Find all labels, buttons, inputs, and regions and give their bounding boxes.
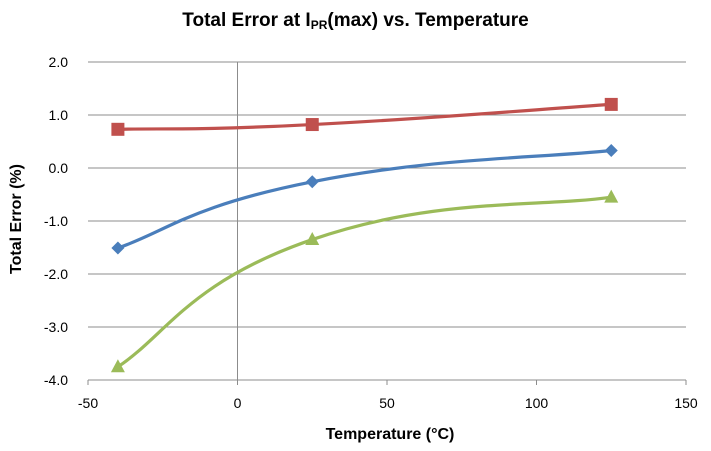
series-line xyxy=(116,148,613,250)
series-line xyxy=(116,195,613,369)
x-tick-label: 100 xyxy=(525,395,549,411)
series-line xyxy=(116,102,613,131)
data-point-square xyxy=(305,118,319,132)
x-tick-label: 150 xyxy=(674,395,698,411)
data-point-square xyxy=(111,122,125,136)
y-tick-label: 0.0 xyxy=(49,160,69,176)
x-tick-label: -50 xyxy=(78,395,98,411)
x-axis-label: Temperature (°C) xyxy=(325,426,455,443)
y-tick-label: -2.0 xyxy=(44,266,68,282)
chart-title-subscript: PR xyxy=(310,18,328,32)
y-tick-label: -1.0 xyxy=(44,213,68,229)
axes xyxy=(87,62,687,385)
data-point-diamond xyxy=(604,144,618,158)
y-tick-label: 2.0 xyxy=(49,54,69,70)
data-point-triangle xyxy=(305,232,320,246)
series-markers xyxy=(110,97,619,373)
x-tick-label: 0 xyxy=(234,395,242,411)
data-point-triangle xyxy=(604,189,619,203)
y-tick-label: 1.0 xyxy=(49,107,69,123)
chart-title-text: Total Error at I xyxy=(182,10,311,31)
data-point-triangle xyxy=(110,359,125,373)
y-tick-label: -4.0 xyxy=(44,372,68,388)
tick-labels: 2.0 1.0 0.0 -1.0 -2.0 -3.0 -4.0 -50 0 50 100 150 xyxy=(44,54,698,411)
data-point-diamond xyxy=(305,175,319,189)
chart-title: Total Error at IPR(max) vs. Temperature xyxy=(0,10,711,32)
x-tick-label: 50 xyxy=(379,395,395,411)
y-tick-label: -3.0 xyxy=(44,319,68,335)
data-point-diamond xyxy=(111,241,125,255)
data-point-square xyxy=(604,97,618,111)
y-axis-label: Total Error (%) xyxy=(8,164,25,274)
chart-title-suffix: (max) vs. Temperature xyxy=(327,10,529,31)
